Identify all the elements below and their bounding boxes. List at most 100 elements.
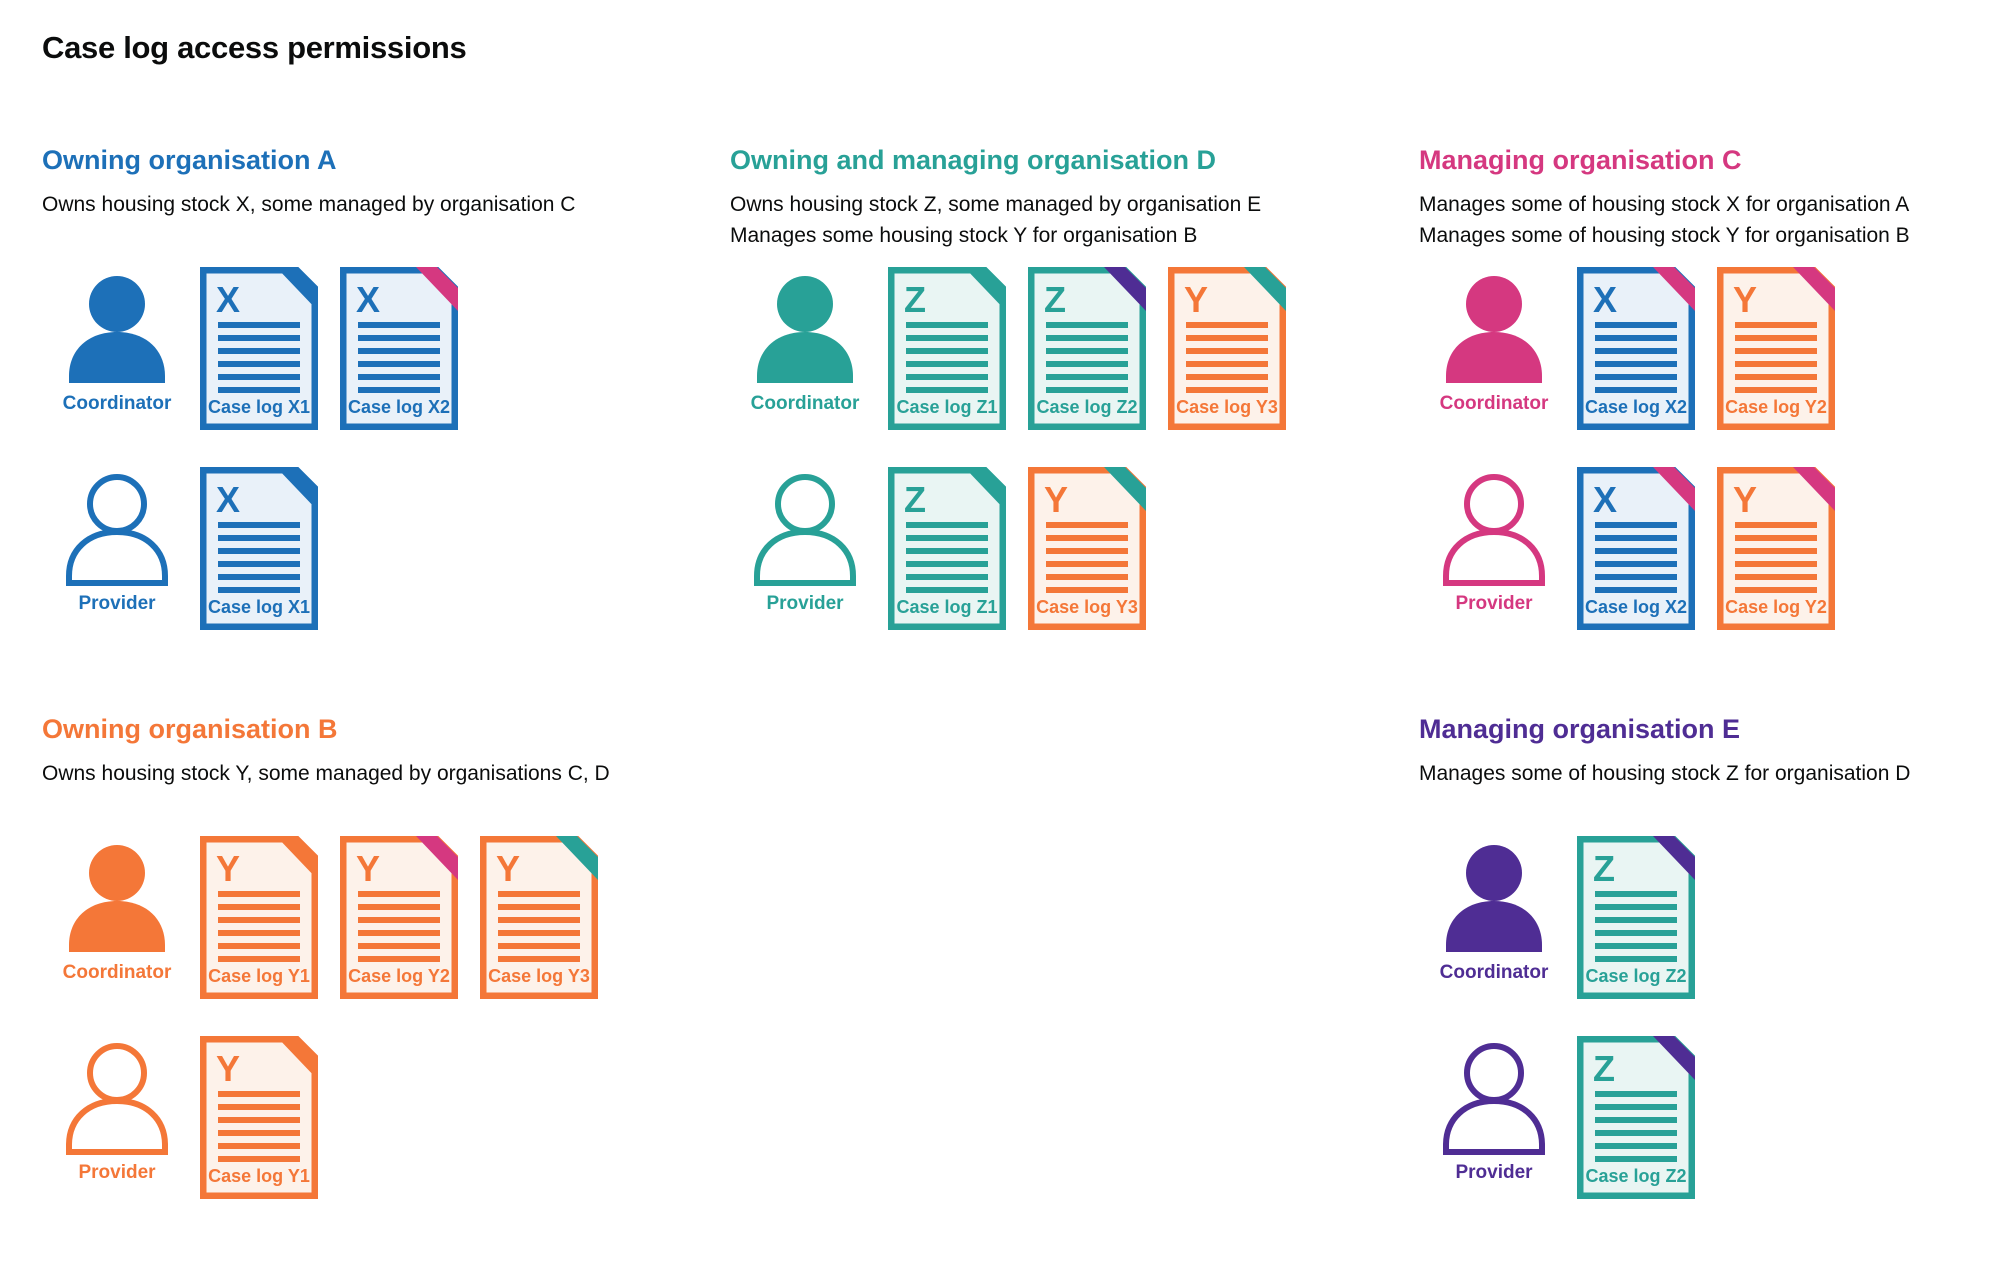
svg-text:X: X	[1593, 479, 1617, 520]
role-label: Coordinator	[750, 393, 860, 414]
section-heading: Managing organisation C	[1419, 145, 1742, 175]
provider-row: Provider X Case log X1	[42, 467, 730, 630]
org-grid: Owning organisation A Owns housing stock …	[42, 145, 2000, 1199]
section-managing-organisation-e: Managing organisation E Manages some of h…	[1419, 714, 1984, 1199]
provider-row: Provider Z Case log Z2	[1419, 1036, 1984, 1199]
svg-text:Case log Y1: Case log Y1	[208, 1166, 310, 1186]
case-log-document-icon: Z Case log Z2	[1028, 267, 1146, 430]
provider-person: Provider	[1419, 467, 1569, 615]
svg-text:Case log Y2: Case log Y2	[348, 966, 450, 986]
case-log-document-icon: Z Case log Z1	[888, 467, 1006, 630]
svg-text:Case log Y3: Case log Y3	[1036, 597, 1138, 617]
section-owning-organisation-b: Owning organisation B Owns housing stock …	[42, 714, 730, 1199]
role-label: Provider	[766, 593, 844, 614]
case-log-document-icon: X Case log X2	[340, 267, 458, 430]
case-log-document-icon: Y Case log Y3	[1168, 267, 1286, 430]
svg-text:Z: Z	[1593, 848, 1615, 889]
provider-icon	[65, 473, 169, 587]
case-log-document-icon: X Case log X2	[1577, 467, 1695, 630]
svg-text:Y: Y	[1733, 279, 1757, 320]
svg-text:Case log Z2: Case log Z2	[1036, 397, 1137, 417]
provider-row: Provider Y Case log Y1	[42, 1036, 730, 1199]
section-owning-organisation-a: Owning organisation A Owns housing stock …	[42, 145, 730, 630]
coordinator-icon	[753, 273, 857, 387]
case-log-document-icon: Y Case log Y1	[200, 1036, 318, 1199]
section-heading: Owning and managing organisation D	[730, 145, 1217, 175]
svg-text:Case log Z1: Case log Z1	[896, 597, 997, 617]
page-title: Case log access permissions	[42, 30, 467, 65]
coordinator-person: Coordinator	[1419, 267, 1569, 415]
provider-icon	[753, 473, 857, 587]
role-label: Coordinator	[1439, 393, 1549, 414]
coordinator-row: Coordinator Z Case log Z2	[1419, 836, 1984, 999]
description-line: Manages some housing stock Y for organis…	[730, 224, 1198, 247]
case-log-document-icon: Y Case log Y3	[1028, 467, 1146, 630]
svg-text:X: X	[216, 479, 240, 520]
case-log-document-icon: Y Case log Y3	[480, 836, 598, 999]
coordinator-row: Coordinator X Case log X2 Y Case log Y2	[1419, 267, 1984, 430]
coordinator-icon	[1442, 842, 1546, 956]
svg-text:Case log Z1: Case log Z1	[896, 397, 997, 417]
coordinator-person: Coordinator	[730, 267, 880, 415]
section-heading: Managing organisation E	[1419, 714, 1741, 744]
svg-text:Y: Y	[216, 848, 240, 889]
role-label: Coordinator	[62, 962, 172, 983]
description-line: Manages some of housing stock Y for orga…	[1419, 224, 1910, 247]
section-managing-organisation-c: Managing organisation C Manages some of h…	[1419, 145, 1984, 630]
svg-text:Case log X1: Case log X1	[208, 597, 310, 617]
section-description: Owns housing stock Y, some managed by or…	[42, 758, 730, 820]
section-description: Manages some of housing stock X for orga…	[1419, 189, 1984, 251]
svg-text:Y: Y	[356, 848, 380, 889]
coordinator-person: Coordinator	[42, 836, 192, 984]
coordinator-icon	[1442, 273, 1546, 387]
coordinator-person: Coordinator	[42, 267, 192, 415]
case-log-document-icon: Y Case log Y1	[200, 836, 318, 999]
svg-text:Z: Z	[1044, 279, 1066, 320]
description-line: Owns housing stock X, some managed by or…	[42, 193, 576, 216]
provider-person: Provider	[42, 467, 192, 615]
section-description: Owns housing stock Z, some managed by or…	[730, 189, 1419, 251]
description-line: Owns housing stock Y, some managed by or…	[42, 762, 610, 785]
svg-text:Z: Z	[904, 479, 926, 520]
section-heading: Owning organisation B	[42, 714, 338, 744]
svg-text:X: X	[216, 279, 240, 320]
provider-icon	[65, 1042, 169, 1156]
coordinator-row: Coordinator X Case log X1 X Case log X2	[42, 267, 730, 430]
description-line: Manages some of housing stock Z for orga…	[1419, 762, 1911, 785]
case-log-document-icon: Y Case log Y2	[340, 836, 458, 999]
svg-text:Y: Y	[1184, 279, 1208, 320]
svg-text:Y: Y	[1733, 479, 1757, 520]
provider-person: Provider	[42, 1036, 192, 1184]
provider-row: Provider X Case log X2 Y Case log Y2	[1419, 467, 1984, 630]
provider-icon	[1442, 1042, 1546, 1156]
svg-text:Z: Z	[904, 279, 926, 320]
case-log-document-icon: X Case log X1	[200, 267, 318, 430]
provider-icon	[1442, 473, 1546, 587]
role-label: Coordinator	[1439, 962, 1549, 983]
provider-person: Provider	[730, 467, 880, 615]
svg-text:Case log Y3: Case log Y3	[488, 966, 590, 986]
svg-text:Case log X2: Case log X2	[1585, 597, 1687, 617]
svg-text:X: X	[1593, 279, 1617, 320]
case-log-document-icon: Y Case log Y2	[1717, 267, 1835, 430]
coordinator-row: Coordinator Z Case log Z1 Z Case log Z2 …	[730, 267, 1419, 430]
case-log-document-icon: X Case log X2	[1577, 267, 1695, 430]
svg-text:Z: Z	[1593, 1048, 1615, 1089]
description-line: Owns housing stock Z, some managed by or…	[730, 193, 1262, 216]
svg-text:Case log Y2: Case log Y2	[1725, 597, 1827, 617]
svg-text:Case log Y3: Case log Y3	[1176, 397, 1278, 417]
role-label: Provider	[1455, 593, 1533, 614]
role-label: Provider	[78, 1162, 156, 1183]
section-heading: Owning organisation A	[42, 145, 337, 175]
role-label: Coordinator	[62, 393, 172, 414]
svg-text:Case log X2: Case log X2	[348, 397, 450, 417]
case-log-document-icon: Z Case log Z2	[1577, 1036, 1695, 1199]
section-description: Manages some of housing stock Z for orga…	[1419, 758, 1984, 820]
section-description: Owns housing stock X, some managed by or…	[42, 189, 730, 251]
coordinator-row: Coordinator Y Case log Y1 Y Case log Y2 …	[42, 836, 730, 999]
svg-text:Y: Y	[496, 848, 520, 889]
role-label: Provider	[1455, 1162, 1533, 1183]
role-label: Provider	[78, 593, 156, 614]
svg-text:Case log X1: Case log X1	[208, 397, 310, 417]
svg-text:X: X	[356, 279, 380, 320]
